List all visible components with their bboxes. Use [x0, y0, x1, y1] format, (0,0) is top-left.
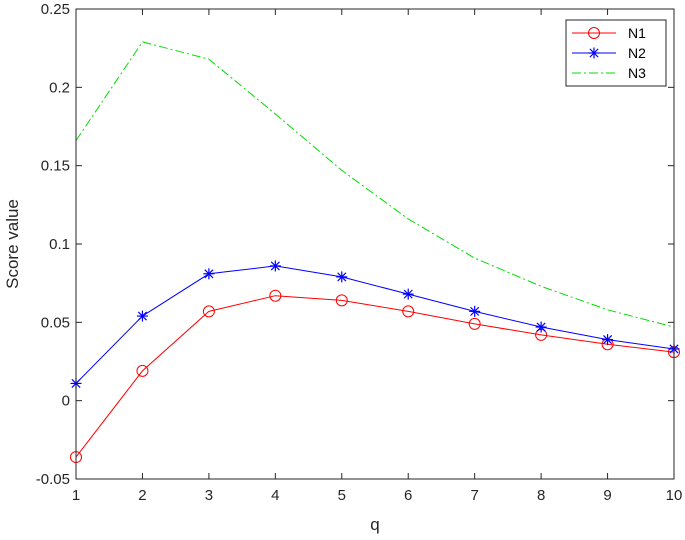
x-tick-label: 2 [138, 487, 146, 504]
y-tick-label: 0.25 [41, 1, 70, 18]
data-point-n2 [535, 321, 547, 333]
series-line-n3 [75, 41, 675, 328]
x-axis-ticks: 1 2 3 4 5 6 7 8 9 10 [72, 9, 683, 504]
legend-label-n3: N3 [628, 65, 646, 81]
data-point-n1 [202, 305, 215, 318]
y-tick-label: 0.15 [41, 158, 70, 175]
data-point-n2 [203, 268, 215, 280]
x-tick-label: 9 [603, 487, 611, 504]
x-tick-label: 10 [666, 487, 683, 504]
y-axis-label: Score value [3, 199, 22, 289]
y-tick-label: 0.1 [49, 236, 70, 253]
legend: N1 N2 N3 [565, 19, 667, 87]
data-point-n2 [136, 310, 148, 322]
y-tick-label: 0.05 [41, 314, 70, 331]
y-tick-label: -0.05 [36, 471, 70, 488]
data-point-n1 [468, 317, 481, 330]
y-tick-label: 0.2 [49, 79, 70, 96]
data-point-n1 [269, 289, 282, 302]
x-tick-label: 8 [537, 487, 545, 504]
x-tick-label: 7 [470, 487, 478, 504]
data-point-n2 [269, 260, 281, 272]
y-tick-label: 0 [62, 393, 70, 410]
series-line-n2 [75, 265, 675, 384]
data-point-n2 [336, 271, 348, 283]
x-tick-label: 4 [271, 487, 279, 504]
x-tick-label: 6 [404, 487, 412, 504]
x-tick-label: 5 [338, 487, 346, 504]
legend-label-n2: N2 [628, 45, 646, 61]
data-point-n1 [402, 305, 415, 318]
data-point-n2 [469, 305, 481, 317]
data-point-n2 [602, 334, 614, 346]
legend-marker-n1 [588, 27, 600, 39]
legend-marker-n2 [588, 47, 600, 59]
x-tick-label: 1 [72, 487, 80, 504]
x-axis-label: q [370, 515, 379, 534]
data-point-n2 [402, 288, 414, 300]
data-point-n1 [335, 294, 348, 307]
series-layer [70, 41, 680, 464]
x-tick-label: 3 [205, 487, 213, 504]
plot-area [76, 9, 674, 479]
legend-label-n1: N1 [628, 25, 646, 41]
series-line-n1 [75, 295, 675, 458]
data-point-n1 [136, 364, 149, 377]
y-axis-ticks: -0.05 0 0.05 0.1 0.15 0.2 0.25 [36, 1, 674, 488]
